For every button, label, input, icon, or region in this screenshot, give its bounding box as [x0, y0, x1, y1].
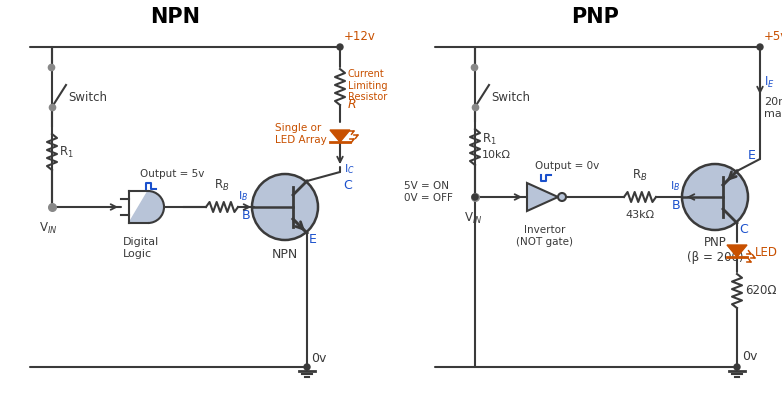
Polygon shape	[527, 183, 558, 211]
Text: 43kΩ: 43kΩ	[626, 210, 655, 220]
Text: I$_B$: I$_B$	[238, 189, 248, 203]
Text: 10kΩ: 10kΩ	[482, 150, 511, 160]
Text: C: C	[343, 179, 352, 192]
Text: Single or
LED Array: Single or LED Array	[275, 123, 327, 145]
Polygon shape	[129, 191, 164, 223]
Text: +5v: +5v	[764, 30, 782, 43]
Text: PNP: PNP	[571, 7, 619, 27]
Text: +12v: +12v	[344, 30, 376, 43]
Text: NPN: NPN	[272, 248, 298, 261]
Text: I$_E$: I$_E$	[764, 75, 775, 90]
Circle shape	[252, 174, 318, 240]
Text: 620Ω: 620Ω	[745, 284, 777, 297]
Circle shape	[757, 44, 763, 50]
Circle shape	[558, 193, 566, 201]
Text: Digital
Logic: Digital Logic	[123, 237, 160, 259]
Text: I$_C$: I$_C$	[344, 162, 355, 176]
Text: 0v: 0v	[742, 351, 758, 364]
Circle shape	[472, 194, 478, 200]
Circle shape	[682, 164, 748, 230]
Text: B: B	[672, 199, 680, 212]
Polygon shape	[330, 130, 350, 142]
Text: E: E	[748, 149, 756, 162]
Text: Output = 5v: Output = 5v	[140, 169, 204, 179]
Text: R$_B$: R$_B$	[214, 178, 230, 193]
Text: E: E	[309, 233, 317, 246]
Text: Switch: Switch	[68, 90, 107, 103]
Text: NPN: NPN	[150, 7, 200, 27]
Text: R: R	[348, 98, 357, 111]
Text: V$_{IN}$: V$_{IN}$	[464, 211, 482, 226]
Text: R$_1$: R$_1$	[59, 144, 74, 160]
Text: C: C	[739, 223, 748, 236]
Circle shape	[337, 44, 343, 50]
Text: 5V = ON
0V = OFF: 5V = ON 0V = OFF	[404, 181, 453, 203]
Text: PNP
(β = 200): PNP (β = 200)	[687, 236, 743, 264]
Circle shape	[734, 364, 740, 370]
Text: B: B	[242, 209, 250, 222]
Polygon shape	[727, 245, 747, 257]
Circle shape	[304, 364, 310, 370]
Text: 0v: 0v	[311, 352, 326, 365]
Text: V$_{IN}$: V$_{IN}$	[39, 221, 57, 236]
Text: Output = 0v: Output = 0v	[535, 161, 599, 171]
Text: R$_B$: R$_B$	[633, 168, 647, 183]
Text: Invertor
(NOT gate): Invertor (NOT gate)	[516, 225, 573, 246]
Text: LED: LED	[755, 246, 778, 259]
Text: Switch: Switch	[491, 90, 530, 103]
Text: R$_1$: R$_1$	[482, 131, 497, 146]
Text: 20mA
max: 20mA max	[764, 97, 782, 118]
Text: I$_B$: I$_B$	[669, 179, 680, 193]
Text: Current
Limiting
Resistor: Current Limiting Resistor	[348, 69, 388, 102]
